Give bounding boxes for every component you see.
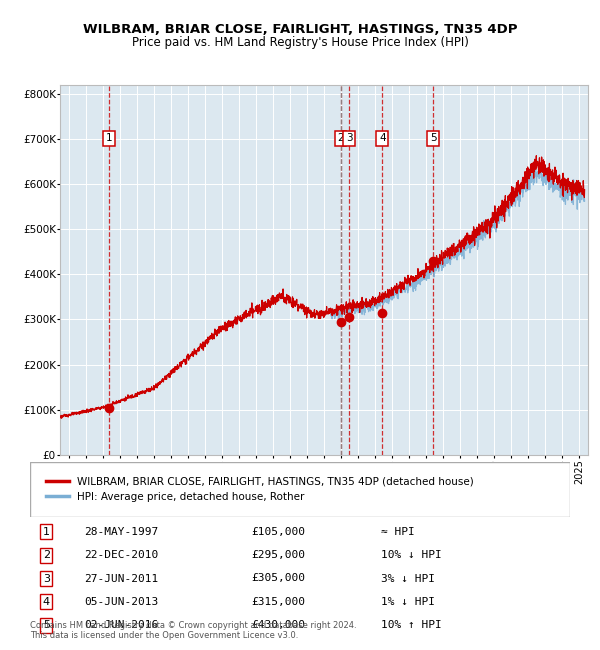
Text: 4: 4 [379,133,386,143]
Text: 1: 1 [106,133,112,143]
Text: 27-JUN-2011: 27-JUN-2011 [84,573,158,584]
Text: 3: 3 [346,133,353,143]
Text: 2: 2 [337,133,344,143]
Text: Contains HM Land Registry data © Crown copyright and database right 2024.
This d: Contains HM Land Registry data © Crown c… [30,621,356,640]
Text: 22-DEC-2010: 22-DEC-2010 [84,550,158,560]
Text: 5: 5 [430,133,437,143]
Text: Price paid vs. HM Land Registry's House Price Index (HPI): Price paid vs. HM Land Registry's House … [131,36,469,49]
Text: WILBRAM, BRIAR CLOSE, FAIRLIGHT, HASTINGS, TN35 4DP: WILBRAM, BRIAR CLOSE, FAIRLIGHT, HASTING… [83,23,517,36]
Text: £315,000: £315,000 [251,597,305,607]
Text: 1% ↓ HPI: 1% ↓ HPI [381,597,435,607]
Text: 28-MAY-1997: 28-MAY-1997 [84,526,158,537]
Text: 02-JUN-2016: 02-JUN-2016 [84,620,158,630]
Text: 2: 2 [43,550,50,560]
Text: 10% ↑ HPI: 10% ↑ HPI [381,620,442,630]
Text: 5: 5 [43,620,50,630]
Legend: WILBRAM, BRIAR CLOSE, FAIRLIGHT, HASTINGS, TN35 4DP (detached house), HPI: Avera: WILBRAM, BRIAR CLOSE, FAIRLIGHT, HASTING… [41,471,479,507]
Text: £305,000: £305,000 [251,573,305,584]
Text: £295,000: £295,000 [251,550,305,560]
Text: 3: 3 [43,573,50,584]
Text: ≈ HPI: ≈ HPI [381,526,415,537]
Text: £105,000: £105,000 [251,526,305,537]
Text: 3% ↓ HPI: 3% ↓ HPI [381,573,435,584]
Text: 10% ↓ HPI: 10% ↓ HPI [381,550,442,560]
Text: £430,000: £430,000 [251,620,305,630]
Text: 05-JUN-2013: 05-JUN-2013 [84,597,158,607]
Text: 1: 1 [43,526,50,537]
Text: 4: 4 [43,597,50,607]
